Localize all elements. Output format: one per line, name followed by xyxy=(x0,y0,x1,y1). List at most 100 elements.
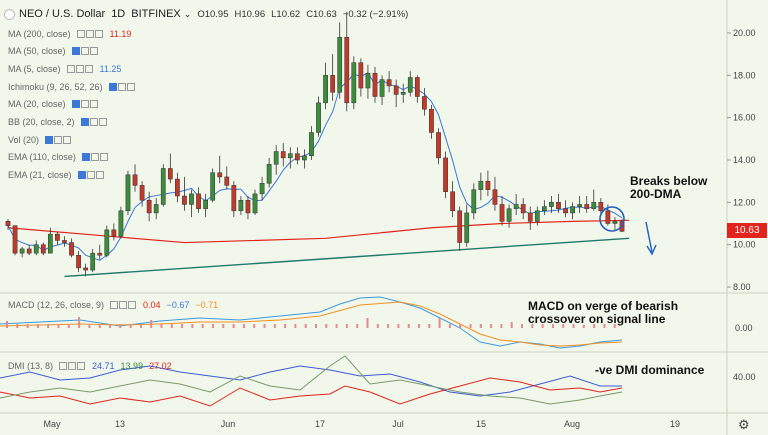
candle-body xyxy=(182,195,187,205)
candle xyxy=(175,172,180,203)
macd-hist-bar xyxy=(304,324,307,328)
eye-icon[interactable] xyxy=(110,300,119,309)
gear-icon[interactable] xyxy=(85,29,94,38)
candle xyxy=(457,206,463,252)
annotation-breaks: Breaks below 200-DMA xyxy=(630,174,708,201)
indicator-label[interactable]: MA (20, close) xyxy=(8,99,66,110)
indicator-row: Vol (20) xyxy=(8,132,72,147)
candle-body xyxy=(400,92,406,95)
candle-body xyxy=(12,225,18,254)
candle xyxy=(506,204,512,228)
candle-body xyxy=(83,267,88,271)
macd-hist-bar xyxy=(47,324,50,328)
price-tick-label: 10.00 xyxy=(733,240,756,250)
candle-body xyxy=(125,174,131,212)
candle xyxy=(365,64,371,99)
close-icon[interactable] xyxy=(94,29,103,38)
annotation-dmi: -ve DMI dominance xyxy=(595,363,705,377)
eye-icon[interactable] xyxy=(66,64,75,73)
close-icon[interactable] xyxy=(89,100,98,109)
chevron-down-icon[interactable]: ⌄ xyxy=(183,8,192,19)
eye-icon[interactable] xyxy=(45,135,54,144)
eye-icon[interactable] xyxy=(77,171,86,180)
indicator-label[interactable]: EMA (21, close) xyxy=(8,170,72,181)
gear-icon[interactable] xyxy=(89,118,98,126)
x-tick-label: May xyxy=(43,419,61,429)
candle xyxy=(570,202,575,220)
candle xyxy=(351,56,357,110)
macd-hist-bar xyxy=(78,317,81,328)
macd-hist-bar xyxy=(325,324,328,328)
candle xyxy=(549,195,554,213)
candle xyxy=(344,11,350,112)
close-icon[interactable] xyxy=(95,171,104,180)
macd-hist-bar xyxy=(222,324,225,328)
candle xyxy=(464,204,470,247)
candle xyxy=(12,225,18,256)
macd-hist-bar xyxy=(562,324,565,328)
candle xyxy=(146,191,152,222)
gear-icon[interactable] xyxy=(80,100,89,109)
macd-hist-bar xyxy=(335,324,338,328)
gear-icon[interactable] xyxy=(68,361,77,370)
candle xyxy=(62,236,67,247)
candle xyxy=(111,223,117,241)
close-icon[interactable] xyxy=(77,361,86,370)
indicator-label[interactable]: MA (200, close) xyxy=(8,28,71,39)
candle xyxy=(26,244,32,256)
close-icon[interactable] xyxy=(128,300,137,309)
gear-icon[interactable] xyxy=(80,47,89,56)
gear-icon[interactable] xyxy=(90,153,99,162)
candle-body xyxy=(175,178,180,197)
indicator-label[interactable]: EMA (110, close) xyxy=(8,152,76,163)
candle-body xyxy=(534,210,540,222)
indicator-label[interactable]: MA (50, close) xyxy=(8,46,66,57)
close-icon[interactable] xyxy=(126,82,135,91)
gear-icon[interactable] xyxy=(75,64,84,73)
candle xyxy=(471,183,477,220)
close-icon[interactable] xyxy=(84,64,93,73)
dmi-tick-label: 40.00 xyxy=(733,372,756,382)
ma5-line xyxy=(7,72,623,261)
candle-body xyxy=(492,189,498,205)
symbol-pair[interactable]: NEO / U.S. Dollar xyxy=(19,8,106,20)
indicator-label[interactable]: Ichimoku (9, 26, 52, 26) xyxy=(8,81,103,92)
candle xyxy=(443,151,448,199)
candle xyxy=(492,176,498,211)
close-icon[interactable] xyxy=(98,118,107,126)
eye-icon[interactable] xyxy=(80,118,89,126)
candle-body xyxy=(542,206,547,212)
candle xyxy=(294,147,300,165)
close-icon[interactable] xyxy=(89,47,98,56)
gear-icon[interactable] xyxy=(54,135,63,144)
candle-body xyxy=(443,157,448,192)
macd-label[interactable]: MACD (12, 26, close, 9) xyxy=(8,299,105,310)
eye-icon[interactable] xyxy=(59,361,68,370)
eye-icon[interactable] xyxy=(108,82,117,91)
candle-body xyxy=(436,132,441,159)
eye-icon[interactable] xyxy=(76,29,85,38)
candle-body xyxy=(584,204,590,209)
close-icon[interactable] xyxy=(99,153,108,162)
eye-icon[interactable] xyxy=(71,47,80,56)
symbol-interval[interactable]: 1D xyxy=(111,8,126,20)
eye-icon[interactable] xyxy=(71,100,80,109)
gear-icon[interactable]: ⚙ xyxy=(738,417,750,432)
gear-icon[interactable] xyxy=(119,300,128,309)
candle xyxy=(556,193,561,213)
candle xyxy=(436,128,441,165)
candle-body xyxy=(309,132,314,157)
eye-icon[interactable] xyxy=(81,153,90,162)
candle xyxy=(47,227,53,254)
indicator-label[interactable]: Vol (20) xyxy=(8,134,40,145)
candle xyxy=(238,195,244,216)
indicator-label[interactable]: BB (20, close, 2) xyxy=(8,117,75,127)
indicator-label[interactable]: MA (5, close) xyxy=(8,63,61,74)
close-icon[interactable] xyxy=(63,135,72,144)
gear-icon[interactable] xyxy=(117,82,126,91)
gear-icon[interactable] xyxy=(86,171,95,180)
indicator-row: EMA (21, close) xyxy=(8,168,105,183)
dmi-label[interactable]: DMI (13, 8) xyxy=(8,360,54,371)
